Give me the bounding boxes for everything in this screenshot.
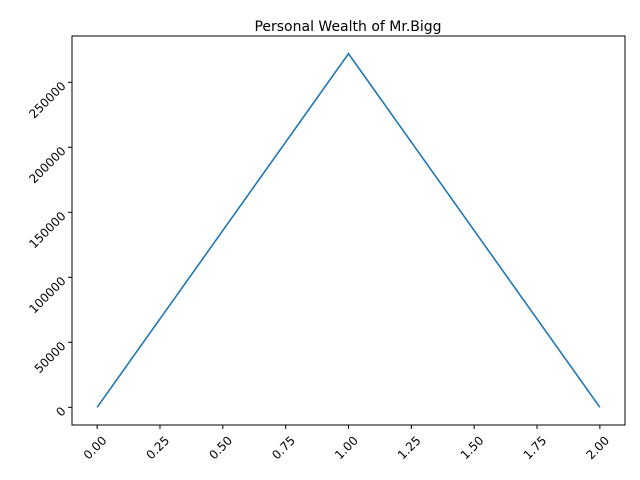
plot-frame xyxy=(71,35,626,426)
series-layer xyxy=(96,52,601,408)
series-line xyxy=(96,52,601,408)
chart-title: Personal Wealth of Mr.Bigg xyxy=(254,19,441,35)
